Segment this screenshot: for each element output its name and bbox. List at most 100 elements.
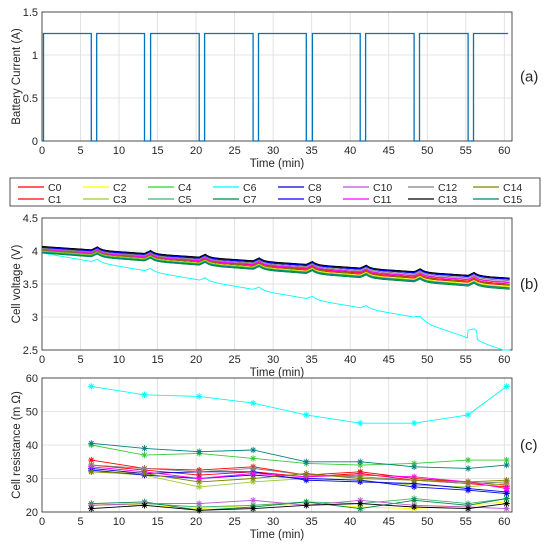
- legend-label-c3: C3: [113, 194, 127, 206]
- x-tick-label: 20: [190, 145, 202, 157]
- panel-c-resistance: 0 5 10 15 20 25 30 35 40 45 50 55 60 20 30 40 50 60 Time (…: [11, 373, 538, 541]
- resistance-marker-c6: [141, 391, 148, 398]
- x-tick-label: 25: [228, 516, 240, 528]
- resistance-marker-c4: [141, 451, 148, 459]
- resistance-marker-c0: [88, 456, 95, 464]
- resistance-marker-c15: [88, 440, 95, 447]
- resistance-marker-c9: [464, 487, 472, 494]
- resistance-marker-c10: [88, 502, 95, 509]
- voltage-series-c8: [41, 247, 510, 280]
- voltage-series-c15: [41, 251, 510, 289]
- x-tick-label: 15: [151, 145, 163, 157]
- resistance-marker-c13: [195, 507, 203, 514]
- resistance-marker-c13: [249, 505, 257, 512]
- voltage-series-c14: [41, 249, 510, 286]
- y-tick-label: 2.5: [23, 345, 38, 357]
- legend-label-c5: C5: [178, 194, 192, 206]
- y-axis-label: Battery Current (A): [11, 28, 23, 125]
- resistance-marker-c13: [410, 503, 418, 511]
- x-tick-label: 15: [151, 516, 163, 528]
- x-tick-label: 30: [267, 354, 279, 366]
- x-tick-label: 50: [421, 354, 433, 366]
- resistance-marker-c14: [464, 478, 472, 486]
- resistance-marker-c13: [464, 505, 472, 512]
- resistance-marker-c13: [141, 502, 148, 509]
- resistance-marker-c6: [357, 420, 364, 427]
- voltage-series-c6: [41, 252, 510, 351]
- legend: C0 C2 C4 C6 C8 C10 C12 C14 C1 C3 C5 C7 C9 C11 C13 C15: [9, 177, 541, 207]
- resistance-marker-c4: [464, 456, 472, 464]
- x-tick-label: 0: [39, 354, 45, 366]
- x-tick-label: 0: [39, 516, 45, 528]
- panel-label: (a): [520, 69, 538, 86]
- resistance-marker-c14: [503, 476, 510, 484]
- x-tick-label: 5: [77, 145, 83, 157]
- legend-label-c7: C7: [243, 194, 257, 206]
- resistance-marker-c6: [249, 399, 257, 407]
- y-tick-label: 40: [26, 440, 38, 452]
- x-tick-label: 5: [77, 516, 83, 528]
- voltage-series-c9: [41, 246, 510, 280]
- resistance-marker-c11: [195, 475, 203, 482]
- x-tick-label: 5: [77, 354, 83, 366]
- resistance-marker-c9: [410, 483, 418, 491]
- resistance-marker-c7: [503, 495, 510, 502]
- x-tick-label: 25: [228, 354, 240, 366]
- legend-label-c13: C13: [438, 194, 457, 206]
- x-tick-label: 30: [267, 145, 279, 157]
- x-tick-label: 25: [228, 145, 240, 157]
- legend-label-c1: C1: [48, 194, 62, 206]
- panel-label: (c): [520, 437, 538, 454]
- resistance-marker-c10: [357, 497, 364, 504]
- x-tick-label: 35: [306, 354, 318, 366]
- x-tick-label: 60: [498, 354, 510, 366]
- resistance-marker-c15: [464, 465, 472, 472]
- legend-label-c12: C12: [438, 182, 457, 194]
- x-tick-label: 10: [113, 516, 125, 528]
- resistance-marker-c14: [357, 475, 364, 482]
- x-axis-label: Time (min): [250, 529, 305, 541]
- legend-label-c9: C9: [308, 194, 322, 206]
- y-tick-label: 1: [32, 50, 38, 62]
- resistance-marker-c6: [195, 393, 203, 400]
- y-tick-label: 3.5: [23, 279, 38, 291]
- voltage-series-c7: [42, 252, 510, 290]
- resistance-marker-c10: [503, 505, 510, 512]
- resistance-marker-c15: [141, 445, 148, 452]
- y-tick-label: 50: [26, 407, 38, 419]
- resistance-marker-c7: [410, 497, 418, 504]
- axes-frame: [41, 11, 513, 142]
- voltage-series-c13: [42, 245, 510, 279]
- x-tick-label: 40: [344, 516, 356, 528]
- panel-a-current: 0 5 10 15 20 25 30 35 40 45 50 55 60 0 0.5 1 1.5 Time (mi…: [11, 7, 538, 170]
- x-tick-label: 50: [421, 145, 433, 157]
- resistance-marker-c6: [303, 411, 310, 419]
- current-series-line: [42, 32, 509, 142]
- x-tick-label: 45: [383, 145, 395, 157]
- resistance-marker-c3: [195, 483, 203, 491]
- y-tick-label: 60: [26, 373, 38, 385]
- resistance-marker-c11: [410, 473, 418, 481]
- resistance-marker-c6: [410, 420, 418, 427]
- resistance-marker-c4: [503, 456, 510, 464]
- resistance-marker-c4: [249, 455, 257, 462]
- x-tick-label: 10: [113, 354, 125, 366]
- legend-label-c8: C8: [308, 182, 322, 194]
- legend-label-c15: C15: [503, 194, 522, 206]
- y-axis-label: Cell resistance (m Ω): [11, 391, 23, 499]
- resistance-marker-c8: [410, 480, 418, 487]
- x-tick-label: 50: [421, 516, 433, 528]
- y-axis-label: Cell voltage (V): [11, 245, 23, 324]
- resistance-marker-c15: [249, 446, 257, 454]
- y-tick-label: 4: [32, 246, 38, 258]
- legend-label-c10: C10: [373, 182, 392, 194]
- x-tick-label: 30: [267, 516, 279, 528]
- resistance-marker-c14: [410, 476, 418, 484]
- legend-label-c4: C4: [178, 182, 192, 194]
- x-tick-label: 60: [498, 516, 510, 528]
- legend-label-c0: C0: [48, 182, 62, 194]
- resistance-marker-c12: [249, 465, 257, 472]
- resistance-marker-c6: [464, 411, 472, 419]
- resistance-marker-c1: [195, 471, 203, 479]
- legend-box: [9, 177, 541, 207]
